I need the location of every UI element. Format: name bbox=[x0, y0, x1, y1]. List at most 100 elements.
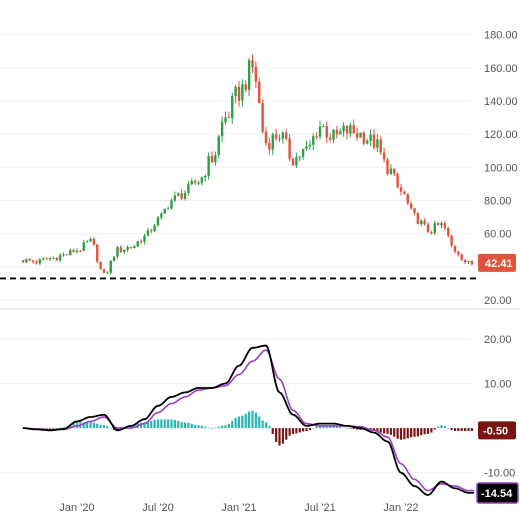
candle bbox=[409, 201, 413, 210]
histogram-bar bbox=[163, 419, 166, 429]
histogram-bar bbox=[248, 411, 251, 429]
candle bbox=[106, 271, 109, 274]
candle-body bbox=[187, 184, 190, 194]
candle bbox=[55, 256, 58, 261]
candle bbox=[75, 248, 79, 254]
candle-body bbox=[247, 60, 251, 90]
candle-body bbox=[268, 143, 271, 150]
candle bbox=[109, 259, 112, 275]
histogram-bar bbox=[420, 428, 423, 436]
candle-body bbox=[281, 132, 285, 139]
candle-body bbox=[278, 138, 281, 140]
candle-body bbox=[274, 134, 278, 139]
candle-body bbox=[82, 242, 85, 251]
candle bbox=[315, 132, 318, 140]
candle bbox=[210, 151, 214, 163]
histogram-bar bbox=[339, 426, 342, 429]
candle bbox=[21, 260, 25, 263]
histogram-bar bbox=[467, 428, 470, 432]
histogram-bar bbox=[45, 428, 48, 429]
candle bbox=[166, 206, 170, 210]
candle-body bbox=[170, 200, 173, 209]
histogram-bar bbox=[399, 428, 403, 440]
candle bbox=[339, 128, 342, 135]
histogram-bar bbox=[470, 428, 473, 432]
candle bbox=[38, 258, 42, 266]
candle-body bbox=[328, 137, 332, 140]
histogram-bar bbox=[457, 428, 460, 432]
candle-body bbox=[96, 244, 99, 262]
candle-body bbox=[72, 250, 75, 253]
candle-body bbox=[312, 136, 315, 145]
candle-body bbox=[396, 173, 399, 188]
candle bbox=[325, 121, 328, 144]
candle-body bbox=[305, 146, 308, 150]
candle bbox=[89, 237, 92, 242]
histogram-bar bbox=[261, 420, 264, 429]
histogram-bar bbox=[197, 425, 200, 429]
candle bbox=[82, 239, 85, 252]
candle bbox=[207, 152, 210, 180]
candle-body bbox=[426, 224, 430, 233]
histogram-bar bbox=[383, 428, 386, 434]
candle-body bbox=[318, 126, 322, 137]
histogram-bar bbox=[204, 426, 207, 429]
candle bbox=[65, 253, 69, 256]
candle-body bbox=[369, 134, 372, 141]
candle-body bbox=[193, 180, 197, 183]
candle bbox=[129, 246, 133, 250]
histogram-bar bbox=[234, 417, 237, 429]
candle-body bbox=[261, 103, 264, 132]
candle-body bbox=[352, 125, 355, 134]
candle bbox=[224, 111, 227, 125]
candle-body bbox=[436, 223, 440, 226]
histogram-bar bbox=[349, 428, 352, 429]
candle-body bbox=[231, 96, 234, 118]
candle-body bbox=[52, 257, 55, 259]
histogram-bar bbox=[173, 419, 176, 429]
histogram-bar bbox=[450, 428, 453, 431]
price-y-tick: 80.00 bbox=[484, 195, 512, 207]
histogram-bar bbox=[55, 428, 58, 429]
x-axis: Jan '20 Jul '20 Jan '21 Jul '21 Jan '22 bbox=[59, 502, 418, 514]
candle bbox=[433, 220, 436, 236]
candle bbox=[180, 189, 183, 201]
candle bbox=[116, 245, 119, 259]
histogram-bar bbox=[335, 425, 338, 429]
candle-body bbox=[460, 254, 463, 260]
candle-body bbox=[129, 246, 133, 248]
candle-body bbox=[177, 193, 180, 196]
price-candles bbox=[21, 54, 474, 275]
candle-body bbox=[99, 261, 102, 270]
candle bbox=[190, 178, 193, 186]
candle bbox=[366, 138, 369, 145]
candle-body bbox=[153, 225, 156, 232]
candle bbox=[342, 121, 345, 137]
candle bbox=[457, 250, 460, 257]
candle-body bbox=[453, 245, 457, 252]
candle bbox=[28, 258, 31, 262]
candle-body bbox=[180, 193, 183, 199]
histogram-bar bbox=[59, 427, 62, 429]
candle-body bbox=[339, 131, 342, 135]
candle-body bbox=[416, 212, 420, 224]
candle bbox=[220, 116, 224, 143]
candle-body bbox=[92, 238, 96, 245]
histogram-bar bbox=[133, 424, 136, 429]
x-tick: Jul '20 bbox=[142, 502, 173, 514]
candle bbox=[173, 191, 177, 203]
histogram-bar bbox=[389, 428, 392, 435]
candle-body bbox=[409, 203, 413, 209]
candle bbox=[278, 134, 281, 143]
candle-body bbox=[254, 67, 258, 82]
candle bbox=[305, 140, 308, 151]
histogram-bar bbox=[190, 423, 193, 429]
candle bbox=[470, 260, 474, 266]
candle-body bbox=[258, 81, 261, 104]
candle-body bbox=[244, 84, 247, 90]
histogram-bar bbox=[237, 416, 241, 429]
candle-body bbox=[126, 246, 129, 250]
histogram-bar bbox=[109, 428, 112, 429]
candle-body bbox=[85, 241, 89, 243]
histogram-bar bbox=[48, 428, 52, 429]
